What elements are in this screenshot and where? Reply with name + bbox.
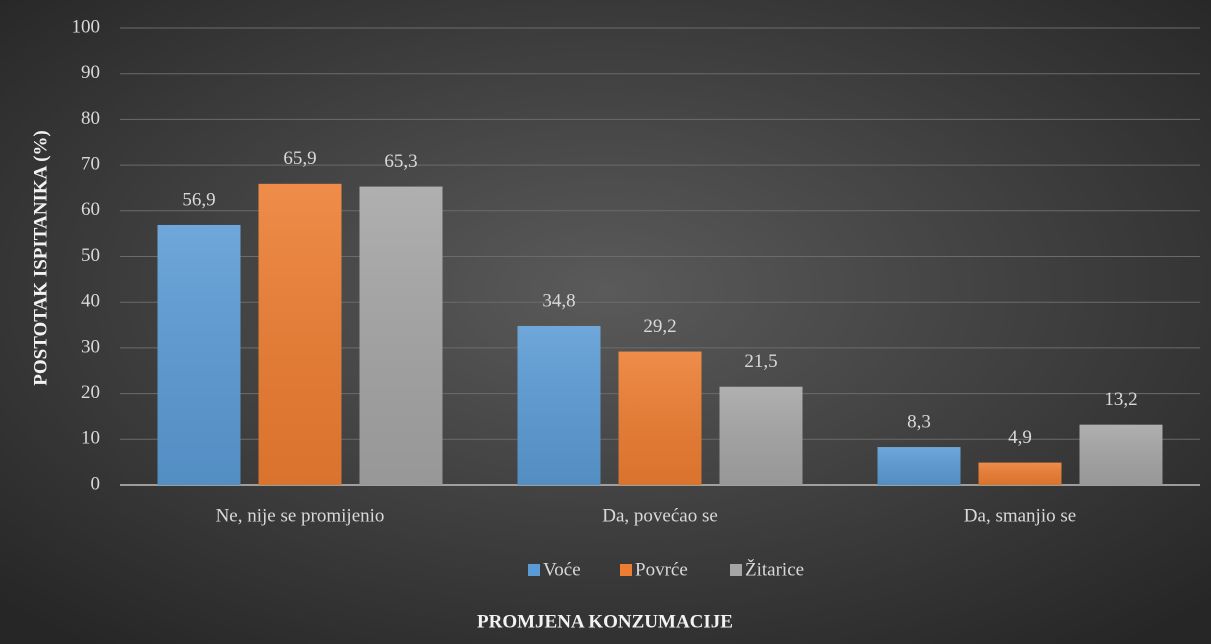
- data-label: 8,3: [907, 411, 931, 432]
- bar-shine: [618, 351, 702, 485]
- x-tick-label: Ne, nije se promijenio: [216, 505, 385, 526]
- bar-shine: [359, 186, 443, 486]
- legend-swatch: [528, 564, 540, 576]
- legend-label: Povrće: [635, 559, 688, 580]
- x-tick-label: Da, smanjio se: [964, 505, 1076, 526]
- x-tick-label: Da, povećao se: [602, 505, 718, 526]
- bar-shine: [978, 462, 1062, 485]
- y-tick-label: 40: [81, 291, 100, 312]
- y-tick-label: 80: [81, 108, 100, 129]
- data-label: 13,2: [1104, 389, 1137, 410]
- data-label: 65,3: [384, 151, 417, 172]
- legend-swatch: [730, 564, 742, 576]
- bar-shine: [258, 183, 342, 485]
- data-label: 29,2: [643, 316, 676, 337]
- y-tick-label: 10: [81, 428, 100, 449]
- y-tick-label: 0: [91, 473, 101, 494]
- bar-shine: [719, 386, 803, 485]
- y-tick-label: 30: [81, 336, 100, 357]
- bar-shine: [1079, 424, 1163, 485]
- legend-label: Žitarice: [745, 558, 804, 580]
- y-tick-label: 20: [81, 382, 100, 403]
- data-label: 4,9: [1008, 427, 1032, 448]
- bar-shine: [877, 447, 961, 485]
- y-tick-label: 50: [81, 245, 100, 266]
- legend-swatch: [620, 564, 632, 576]
- data-label: 21,5: [744, 351, 777, 372]
- y-tick-label: 100: [72, 16, 101, 37]
- bar-shine: [517, 325, 601, 485]
- y-tick-label: 60: [81, 199, 100, 220]
- y-tick-label: 90: [81, 62, 100, 83]
- x-axis-title: PROMJENA KONZUMACIJE: [477, 611, 733, 632]
- y-tick-label: 70: [81, 153, 100, 174]
- y-axis-title: POSTOTAK ISPITANIKA (%): [30, 130, 51, 386]
- data-label: 65,9: [283, 148, 316, 169]
- data-label: 34,8: [542, 290, 575, 311]
- data-label: 56,9: [182, 189, 215, 210]
- legend-label: Voće: [543, 559, 581, 580]
- bar-shine: [157, 224, 241, 486]
